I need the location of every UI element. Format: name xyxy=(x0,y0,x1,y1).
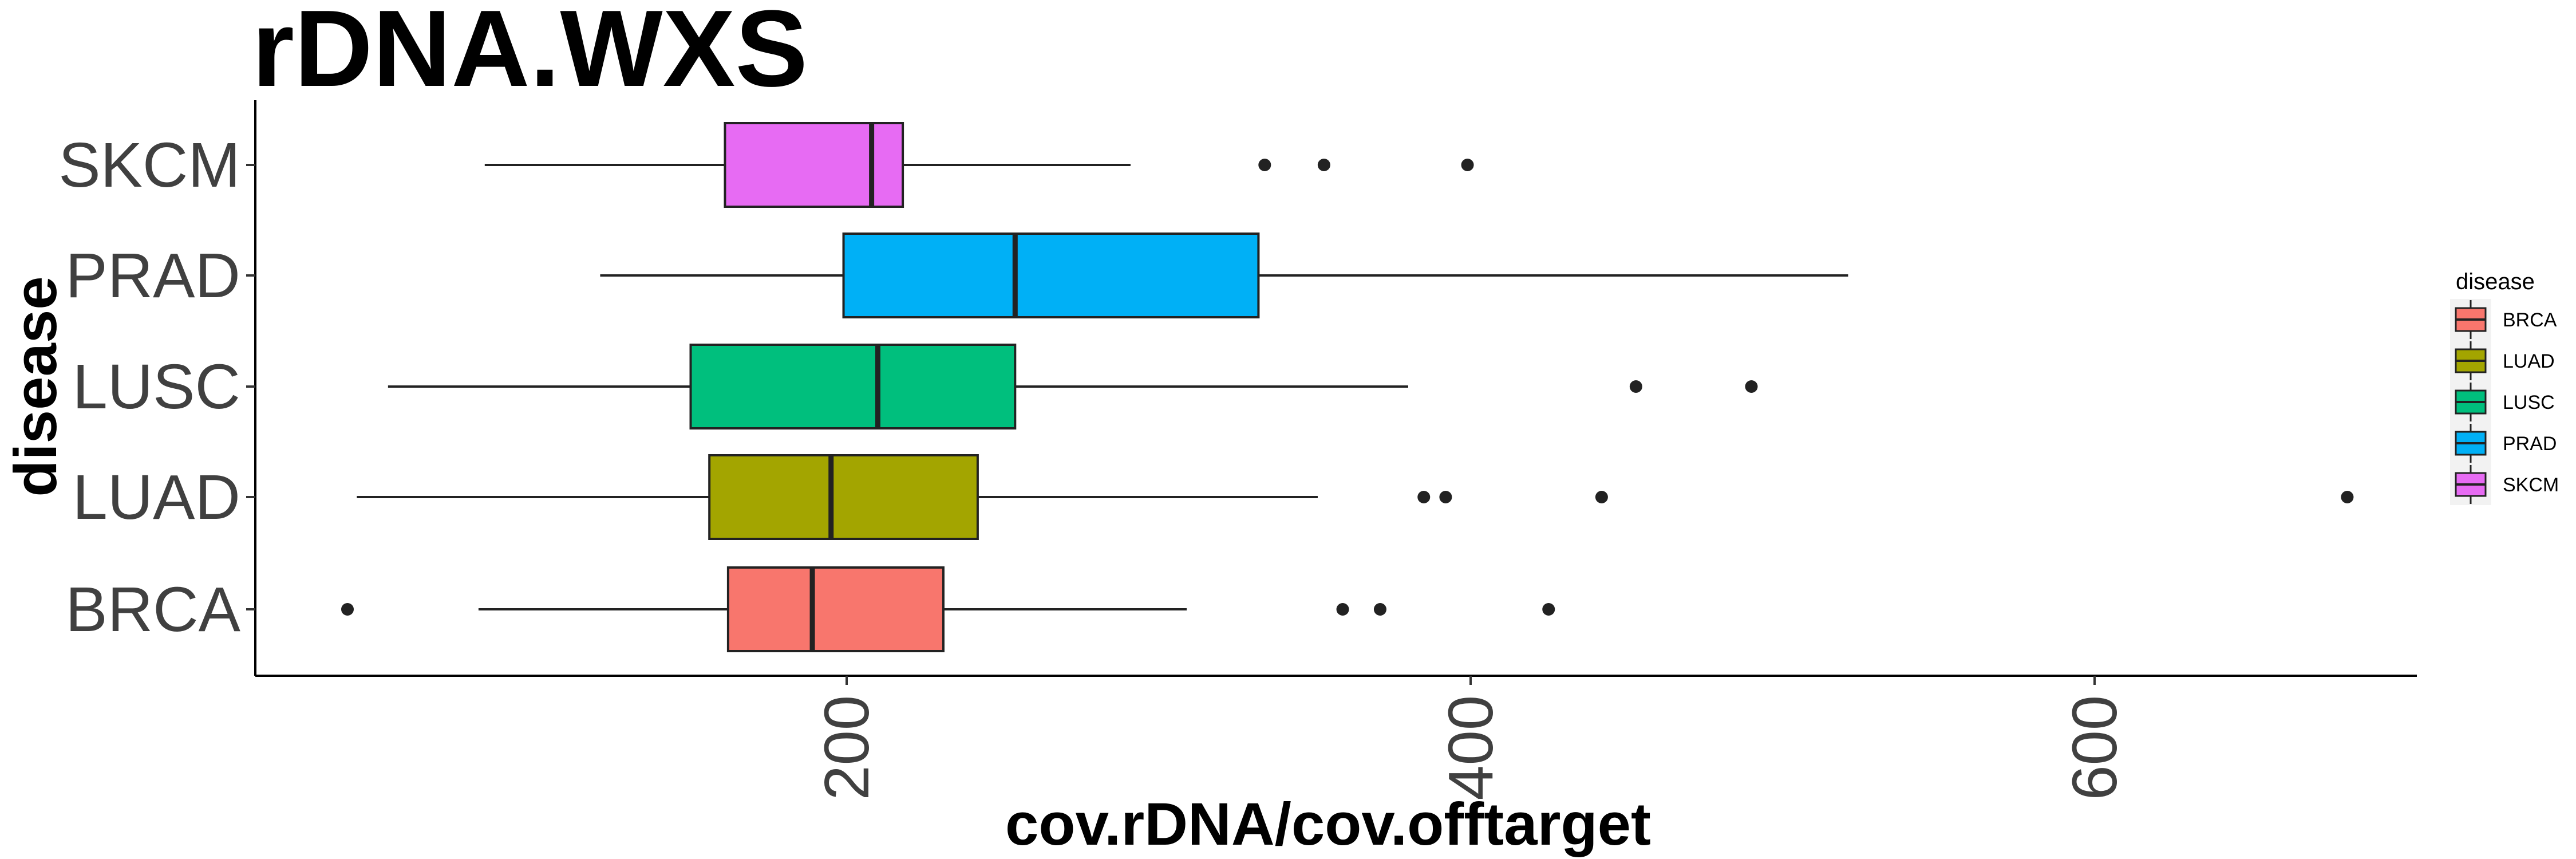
legend-item-brca: BRCA xyxy=(2450,299,2557,340)
legend-item-prad: PRAD xyxy=(2450,423,2557,464)
outlier-point xyxy=(1542,603,1555,616)
y-tick-label: BRCA xyxy=(65,574,240,645)
outlier-point xyxy=(1373,603,1386,616)
chart-title: rDNA.WXS xyxy=(252,0,808,109)
legend-item-luad: LUAD xyxy=(2450,340,2555,381)
outlier-point xyxy=(1317,159,1330,171)
box-luad xyxy=(708,454,979,540)
y-tick-label: PRAD xyxy=(65,241,240,311)
y-axis-title: disease xyxy=(2,276,69,497)
legend: disease BRCA LUAD LUSC PRAD SKCM xyxy=(2450,269,2559,505)
outlier-point xyxy=(341,603,354,616)
legend-label: PRAD xyxy=(2503,433,2557,455)
x-tick-label: 600 xyxy=(2060,695,2130,801)
outlier-point xyxy=(1439,491,1452,503)
y-tick-label: LUSC xyxy=(73,352,240,422)
y-tick-label: SKCM xyxy=(58,130,240,200)
box-skcm xyxy=(724,122,904,208)
legend-title: disease xyxy=(2456,269,2535,294)
legend-item-lusc: LUSC xyxy=(2450,381,2555,423)
legend-item-skcm: SKCM xyxy=(2450,464,2559,505)
box-lusc xyxy=(689,344,1017,430)
outlier-point xyxy=(1745,380,1758,393)
outlier-point xyxy=(1336,603,1349,616)
y-tick-label: LUAD xyxy=(73,462,240,533)
legend-label: LUSC xyxy=(2503,392,2555,413)
x-tick-label: 400 xyxy=(1436,695,1506,801)
x-axis-title: cov.rDNA/cov.offtarget xyxy=(1005,791,1651,858)
legend-label: LUAD xyxy=(2503,350,2555,372)
outlier-point xyxy=(1417,491,1431,503)
plot-area: 200 400 600 BRCA LUAD LUSC PRAD SKCM xyxy=(58,100,2417,801)
outlier-point xyxy=(1629,380,1642,393)
legend-label: BRCA xyxy=(2503,309,2557,331)
legend-label: SKCM xyxy=(2503,474,2559,496)
outlier-point xyxy=(1595,491,1608,503)
x-tick-label: 200 xyxy=(812,695,882,801)
box-brca xyxy=(726,566,945,652)
outlier-point xyxy=(1461,159,1474,171)
outlier-point xyxy=(1258,159,1271,171)
outlier-point xyxy=(2341,491,2354,503)
box-prad xyxy=(842,233,1260,318)
